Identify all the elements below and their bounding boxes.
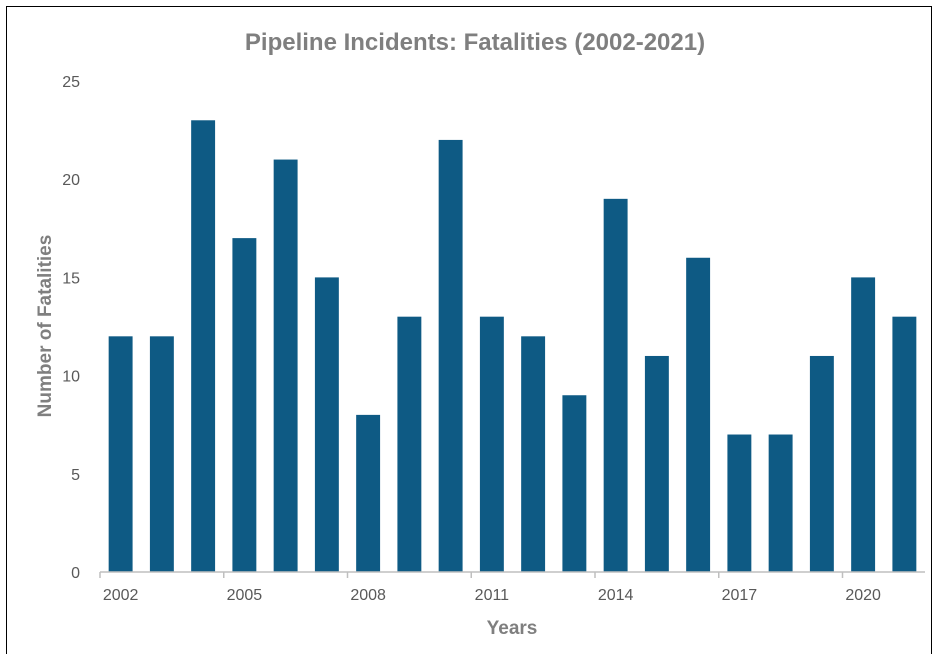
bar-2010 bbox=[438, 139, 463, 573]
x-axis: 2002 2005 2008 2011 2014 2017 2020 bbox=[99, 571, 925, 604]
x-tick-label: 2011 bbox=[475, 587, 510, 604]
bar-2021 bbox=[892, 316, 917, 572]
x-axis-title: Years bbox=[487, 618, 538, 639]
y-axis: 0 5 10 15 20 25 bbox=[62, 74, 80, 582]
x-tick-label: 2005 bbox=[227, 587, 263, 604]
bar-2007 bbox=[314, 277, 339, 572]
chart-title: Pipeline Incidents: Fatalities (2002-202… bbox=[245, 29, 705, 56]
bar-2013 bbox=[562, 395, 587, 572]
y-tick-label: 20 bbox=[62, 172, 80, 189]
bar-2015 bbox=[644, 355, 669, 572]
bar-2017 bbox=[727, 434, 752, 572]
bar-2016 bbox=[686, 257, 711, 572]
y-tick-label: 10 bbox=[62, 369, 80, 386]
bar-series bbox=[108, 120, 917, 573]
y-tick-label: 0 bbox=[71, 565, 80, 582]
bar-2019 bbox=[809, 355, 834, 572]
x-tick-label: 2002 bbox=[103, 587, 139, 604]
bar-2008 bbox=[356, 414, 381, 572]
bar-2006 bbox=[273, 159, 298, 572]
bar-2011 bbox=[479, 316, 504, 572]
bar-2005 bbox=[232, 238, 257, 572]
x-tick-label: 2014 bbox=[598, 587, 634, 604]
y-tick-label: 5 bbox=[71, 467, 80, 484]
x-tick-label: 2020 bbox=[845, 587, 881, 604]
bar-2003 bbox=[149, 336, 174, 572]
bar-2004 bbox=[191, 120, 216, 572]
bar-2018 bbox=[768, 434, 793, 572]
x-tick-label: 2017 bbox=[722, 587, 758, 604]
bar-2020 bbox=[851, 277, 876, 572]
y-tick-label: 15 bbox=[62, 270, 80, 287]
bar-2012 bbox=[521, 336, 546, 572]
bar-2002 bbox=[108, 336, 133, 572]
bar-2014 bbox=[603, 198, 628, 572]
x-tick-label: 2008 bbox=[350, 587, 386, 604]
y-axis-title: Number of Fatalities bbox=[35, 235, 56, 418]
bar-2009 bbox=[397, 316, 422, 572]
y-tick-label: 25 bbox=[62, 74, 80, 91]
